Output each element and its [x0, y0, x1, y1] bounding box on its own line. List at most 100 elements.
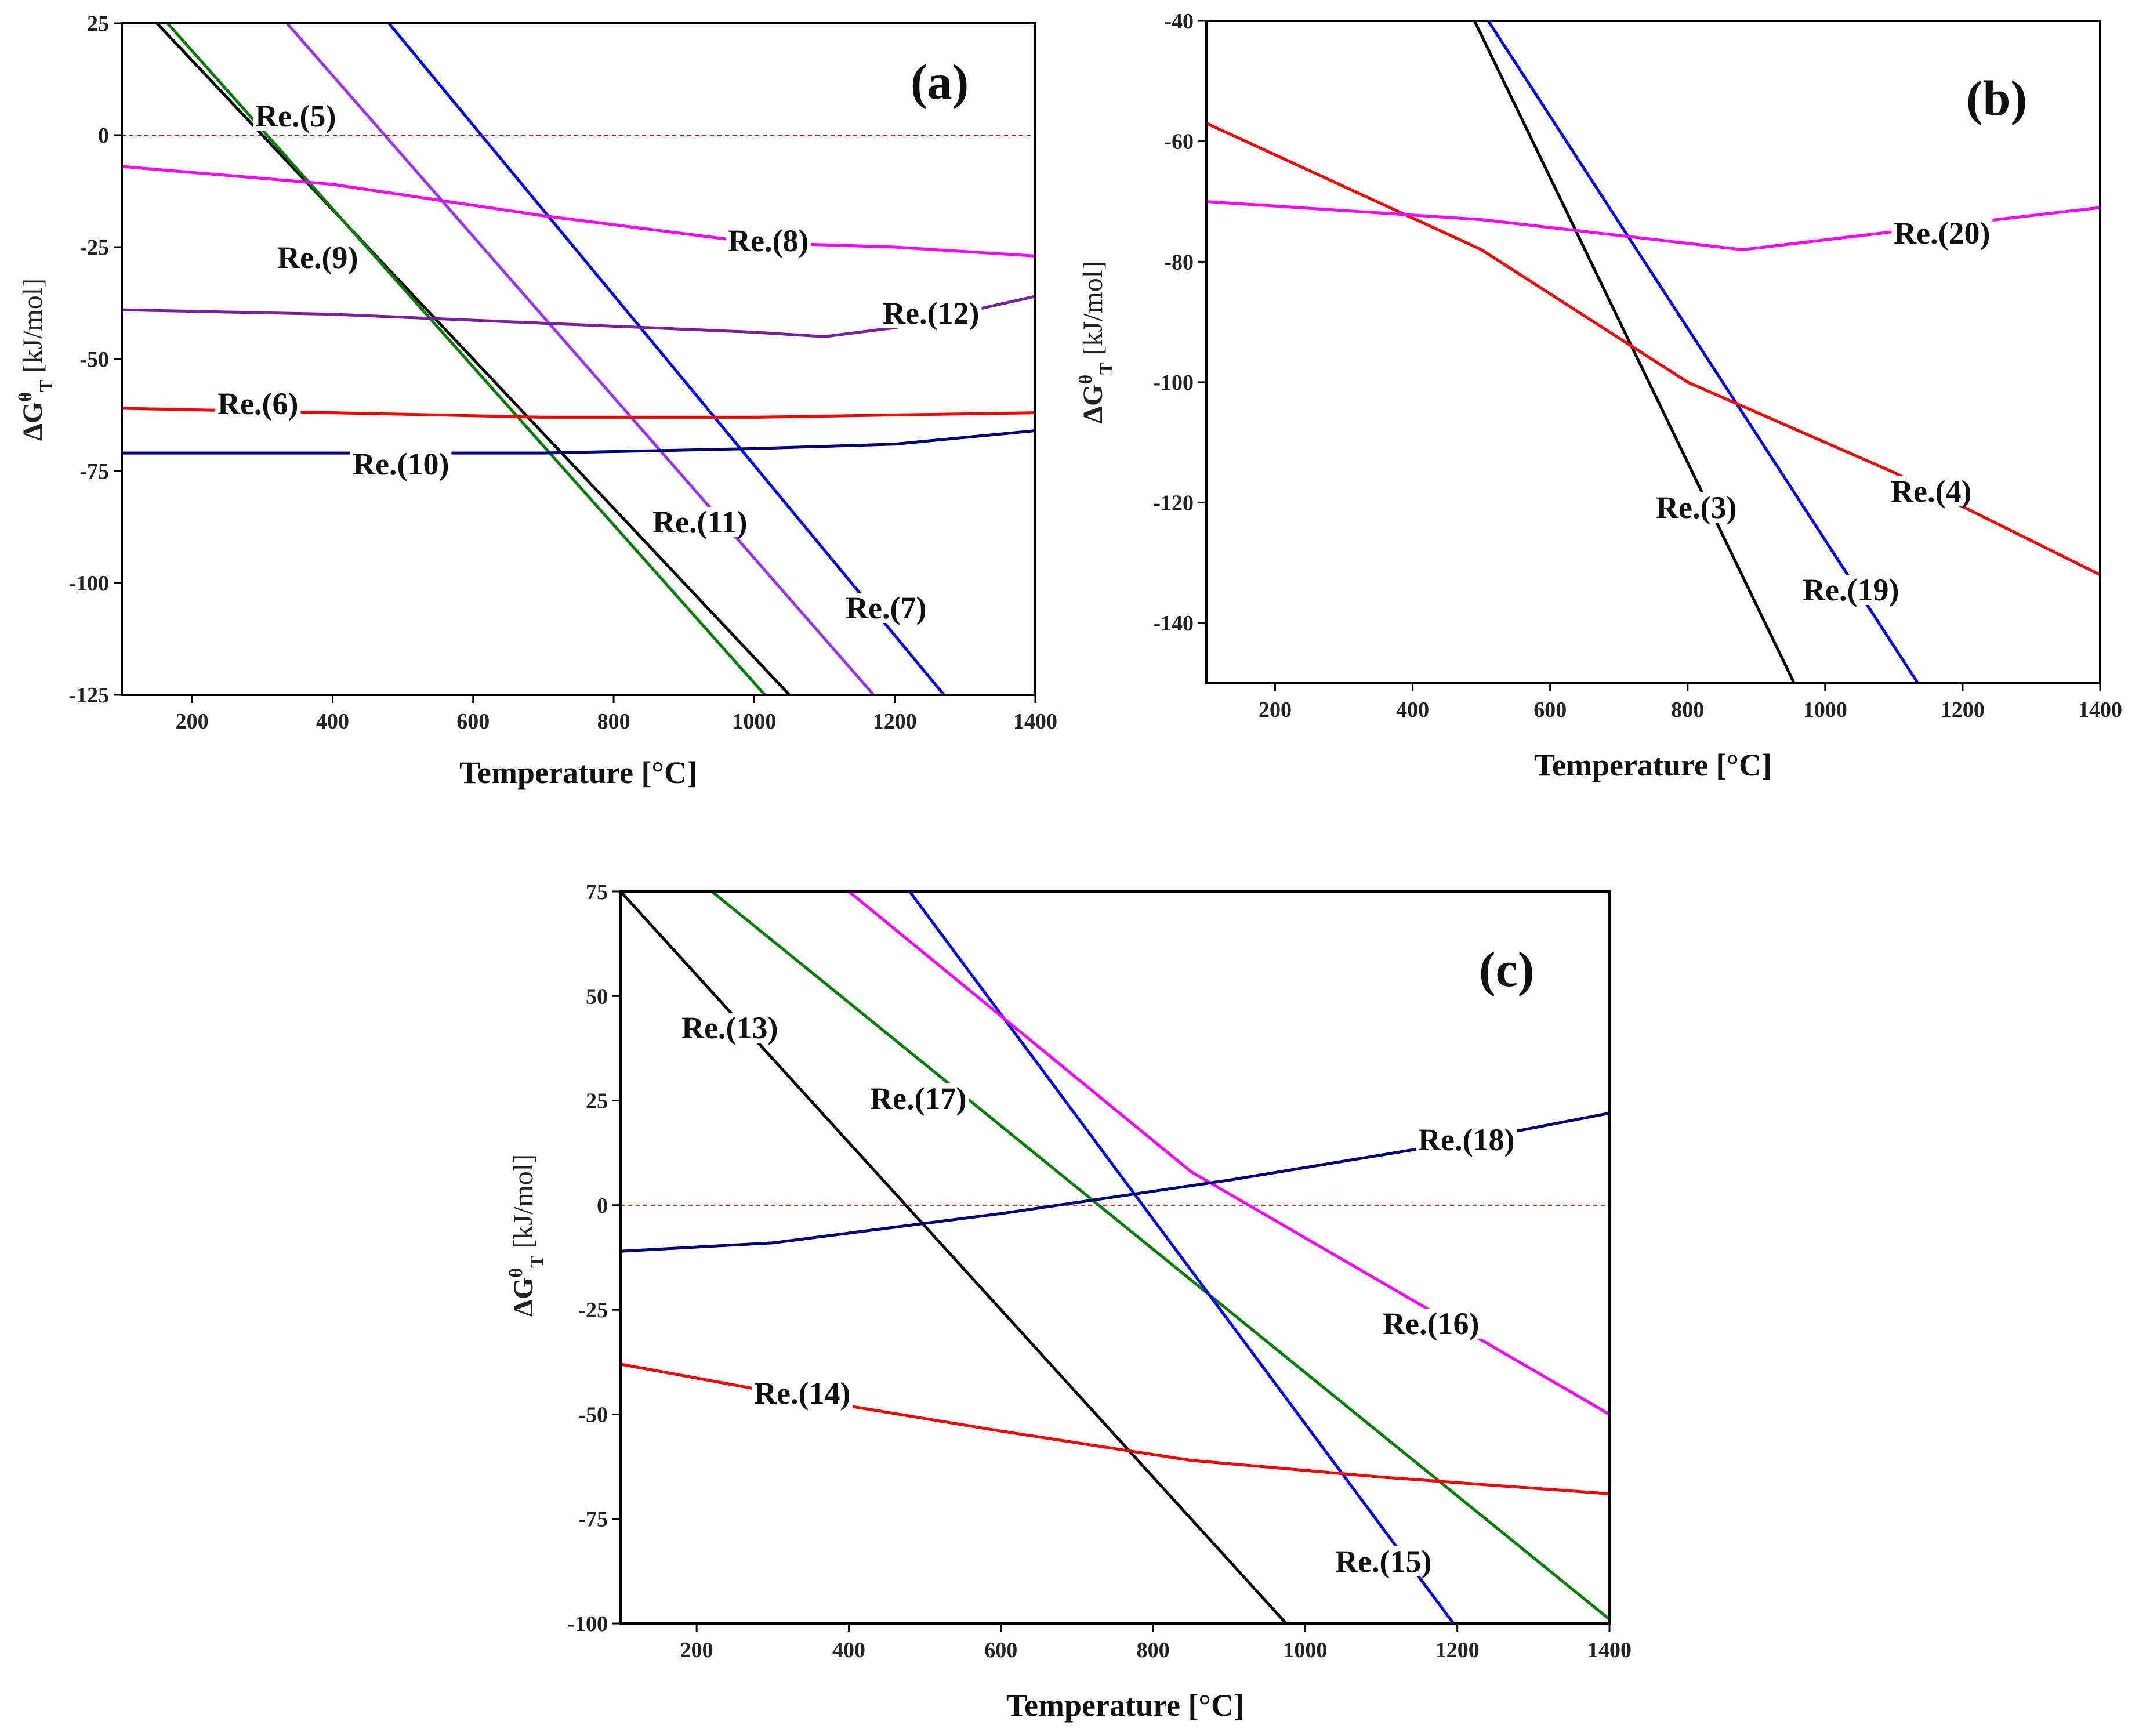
y-tick-label: -140 — [1153, 611, 1194, 636]
series-line-re19 — [1487, 21, 1919, 683]
label-background — [1416, 1125, 1517, 1155]
x-tick-label: 1200 — [873, 709, 917, 734]
label-background — [650, 507, 750, 537]
y-tick-label: -100 — [567, 1612, 608, 1636]
panel-c-ticks: 200 400 600 800 1000 1200 1400 75 50 25 0 -25 -50 -75… — [567, 880, 1632, 1662]
panel-b-ylabel-sub: T — [1096, 363, 1116, 375]
panel-a-lines — [122, 23, 1035, 695]
y-tick-label: -100 — [68, 571, 109, 596]
panel-a-tag: (a) — [911, 54, 969, 110]
panel-b-x-axis-title: Temperature [°C] — [1534, 748, 1772, 782]
x-tick-label: 1200 — [1941, 698, 1985, 722]
x-tick-label: 800 — [1137, 1638, 1170, 1662]
y-tick-label: -50 — [578, 1402, 608, 1427]
y-tick-label: -25 — [578, 1298, 608, 1322]
y-tick-label: 25 — [586, 1089, 608, 1114]
panel-c: 200 400 600 800 1000 1200 1400 75 50 25 0 -25 -50 -75… — [505, 880, 1632, 1723]
label-re9: Re.(9) — [277, 240, 358, 275]
y-tick-label: -60 — [1164, 130, 1194, 154]
label-background — [726, 226, 811, 256]
series-line-re8 — [122, 165, 1035, 258]
y-tick-label: -80 — [1164, 250, 1194, 274]
label-background — [868, 1083, 969, 1114]
label-background — [350, 449, 452, 479]
x-tick-label: 600 — [1533, 698, 1567, 722]
series-line-re4 — [1206, 122, 2100, 577]
label-background — [843, 593, 929, 623]
panel-b: 200 400 600 800 1000 1200 1400 -40 -60 -80 -100 -12… — [1075, 9, 2122, 782]
panel-a-ylabel-sup: θ — [14, 392, 35, 402]
label-re3: Re.(3) — [1656, 490, 1736, 525]
x-tick-label: 1000 — [1283, 1638, 1327, 1662]
x-tick-label: 800 — [597, 709, 630, 734]
x-tick-label: 1400 — [2078, 698, 2122, 722]
label-background — [1888, 476, 1974, 506]
label-re15: Re.(15) — [1335, 1544, 1431, 1579]
label-re19: Re.(19) — [1803, 572, 1899, 607]
panel-b-y-axis-title: ΔGθT [kJ/mol] — [1075, 261, 1116, 423]
label-re6: Re.(6) — [217, 386, 298, 421]
y-tick-label: 0 — [98, 124, 109, 148]
x-tick-label: 600 — [456, 709, 490, 734]
x-tick-label: 200 — [680, 1638, 713, 1662]
label-re17: Re.(17) — [870, 1081, 966, 1116]
label-re10: Re.(10) — [353, 447, 449, 481]
series-line-re7 — [387, 23, 945, 695]
x-tick-label: 400 — [832, 1638, 865, 1662]
y-tick-label: -100 — [1153, 371, 1194, 395]
series-line-re11 — [285, 23, 875, 695]
x-tick-label: 600 — [984, 1638, 1017, 1662]
panel-c-ylabel-main: ΔG — [508, 1278, 539, 1317]
series-line-re9 — [166, 23, 766, 695]
series-line-re10 — [122, 429, 1035, 455]
label-re14: Re.(14) — [754, 1376, 850, 1411]
y-tick-label: -75 — [79, 459, 109, 484]
panel-a-ylabel-main: ΔG — [17, 402, 48, 441]
label-re16: Re.(16) — [1383, 1306, 1479, 1341]
label-background — [1380, 1309, 1482, 1339]
label-re7: Re.(7) — [846, 590, 926, 625]
x-tick-label: 1400 — [1587, 1638, 1632, 1662]
label-background — [679, 1013, 781, 1043]
panel-a-x-axis-title: Temperature [°C] — [459, 755, 697, 790]
label-re11: Re.(11) — [652, 505, 747, 539]
x-tick-label: 200 — [1259, 698, 1292, 722]
panel-b-frame — [1205, 20, 2101, 684]
panel-b-tag: (b) — [1966, 70, 2027, 126]
label-background — [880, 298, 982, 328]
label-re4: Re.(4) — [1891, 474, 1971, 509]
label-background — [752, 1378, 853, 1408]
x-tick-label: 1200 — [1435, 1638, 1480, 1662]
panel-b-ylabel-sup: θ — [1075, 375, 1096, 385]
series-line-re15 — [908, 891, 1455, 1623]
x-tick-label: 1000 — [732, 709, 776, 734]
panel-a-ticks: 200 400 600 800 1000 1200 1400 25 0 -25 -50 -75 -100… — [68, 12, 1057, 734]
panel-b-ylabel-unit: [kJ/mol] — [1078, 261, 1108, 356]
panel-a-y-axis-title: ΔGθT [kJ/mol] — [14, 278, 56, 441]
label-re20: Re.(20) — [1894, 216, 1990, 251]
label-re8: Re.(8) — [728, 223, 809, 258]
label-background — [1891, 218, 1993, 248]
x-tick-label: 400 — [316, 709, 349, 734]
label-re13: Re.(13) — [681, 1010, 778, 1045]
panel-a-ylabel-unit: [kJ/mol] — [17, 278, 48, 373]
panel-c-y-axis-title: ΔGθT [kJ/mol] — [505, 1154, 547, 1317]
panel-c-tag: (c) — [1479, 941, 1534, 997]
label-re18: Re.(18) — [1418, 1122, 1514, 1157]
x-tick-label: 400 — [1396, 698, 1429, 722]
label-background — [1654, 492, 1739, 523]
y-tick-label: 0 — [597, 1194, 608, 1218]
y-tick-label: 50 — [586, 984, 608, 1009]
series-line-re5 — [155, 23, 791, 695]
y-tick-label: -40 — [1164, 9, 1194, 34]
label-background — [1800, 575, 1902, 605]
panel-c-ylabel-sup: θ — [505, 1268, 526, 1278]
y-tick-label: -25 — [79, 235, 109, 260]
y-tick-label: -125 — [68, 683, 109, 708]
x-tick-label: 800 — [1671, 698, 1704, 722]
series-line-re3 — [1473, 21, 1796, 683]
panel-c-ylabel-sub: T — [526, 1256, 547, 1268]
panel-c-x-axis-title: Temperature [°C] — [1006, 1688, 1244, 1723]
label-background — [253, 101, 339, 131]
